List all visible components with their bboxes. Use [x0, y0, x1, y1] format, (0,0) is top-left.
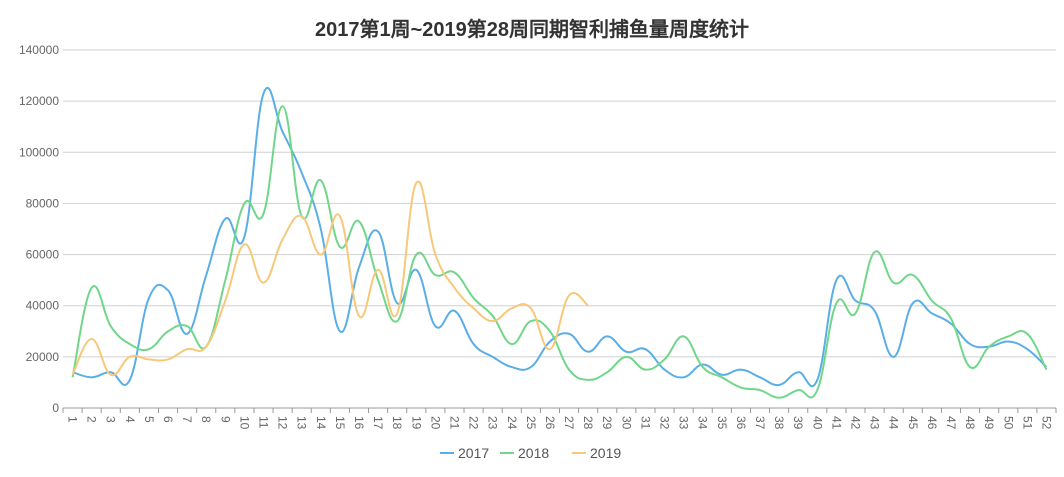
x-tick-label: 30 — [619, 416, 633, 430]
x-tick-label: 47 — [944, 416, 958, 430]
x-tick-label: 9 — [218, 416, 232, 423]
series-lines — [71, 86, 1048, 399]
y-tick-label: 140000 — [19, 43, 59, 57]
x-tick-label: 7 — [180, 416, 194, 423]
series-line-2018 — [71, 105, 1048, 399]
x-tick-label: 13 — [295, 416, 309, 430]
x-tick-label: 37 — [753, 416, 767, 430]
x-tick-label: 20 — [428, 416, 442, 430]
x-tick-label: 6 — [161, 416, 175, 423]
legend-label: 2019 — [590, 445, 621, 461]
x-tick-label: 52 — [1039, 416, 1053, 430]
x-tick-label: 48 — [963, 416, 977, 430]
x-tick-label: 23 — [486, 416, 500, 430]
x-tick-label: 33 — [677, 416, 691, 430]
x-tick-label: 5 — [142, 416, 156, 423]
legend-item-2017: 2017 — [440, 445, 489, 461]
legend-label: 2017 — [458, 445, 489, 461]
x-tick-label: 35 — [715, 416, 729, 430]
x-tick-label: 36 — [734, 416, 748, 430]
y-tick-label: 120000 — [19, 94, 59, 108]
legend-label: 2018 — [518, 445, 549, 461]
grid — [63, 49, 1056, 358]
x-tick-label: 19 — [409, 416, 423, 430]
x-tick-label: 4 — [123, 416, 137, 423]
y-tick-label: 100000 — [19, 145, 59, 159]
x-tick-label: 22 — [467, 416, 481, 430]
x-tick-label: 51 — [1020, 416, 1034, 430]
x-tick-label: 46 — [925, 416, 939, 430]
x-tick-label: 29 — [600, 416, 614, 430]
legend-item-2018: 2018 — [500, 445, 549, 461]
x-tick-label: 43 — [868, 416, 882, 430]
x-tick-label: 27 — [562, 416, 576, 430]
y-tick-label: 0 — [52, 401, 59, 415]
x-tick-label: 26 — [543, 416, 557, 430]
x-tick-label: 15 — [333, 416, 347, 430]
x-tick-label: 18 — [390, 416, 404, 430]
x-tick-label: 42 — [848, 416, 862, 430]
x-tick-label: 44 — [887, 416, 901, 430]
x-tick-label: 12 — [276, 416, 290, 430]
x-tick-label: 17 — [371, 416, 385, 430]
x-tick-label: 1 — [66, 416, 80, 423]
x-tick-label: 50 — [1001, 416, 1015, 430]
x-tick-label: 8 — [199, 416, 213, 423]
x-tick-label: 25 — [524, 416, 538, 430]
x-tick-label: 24 — [505, 416, 519, 430]
x-axis: 1 2 3 4 5 6 7 8 9 10 11 12 13 14 15 16 17 18 19 20 21 22 23 24 2… — [62, 407, 1057, 430]
x-tick-label: 39 — [791, 416, 805, 430]
x-tick-label: 38 — [772, 416, 786, 430]
x-tick-label: 31 — [638, 416, 652, 430]
y-axis: 0 20000 40000 60000 80000 100000 120000 140000 — [19, 43, 59, 415]
x-tick-label: 2 — [85, 416, 99, 423]
y-tick-label: 40000 — [26, 299, 60, 313]
x-tick-label: 34 — [696, 416, 710, 430]
series-line-2017 — [72, 86, 1048, 388]
chart-title: 2017第1周~2019第28周同期智利捕鱼量周度统计 — [315, 17, 749, 41]
x-tick-label: 32 — [658, 416, 672, 430]
x-tick-label: 3 — [104, 416, 118, 423]
x-tick-label: 28 — [581, 416, 595, 430]
x-tick-label: 14 — [314, 416, 328, 430]
series-line-2019 — [71, 180, 589, 377]
x-tick-label: 11 — [257, 416, 271, 429]
legend: 2017 2018 2019 — [440, 445, 621, 461]
y-tick-label: 20000 — [26, 350, 60, 364]
legend-item-2019: 2019 — [572, 445, 621, 461]
x-tick-label: 49 — [982, 416, 996, 430]
x-tick-label: 40 — [810, 416, 824, 430]
y-tick-label: 60000 — [26, 248, 60, 262]
x-tick-label: 41 — [829, 416, 843, 430]
x-tick-label: 16 — [352, 416, 366, 430]
y-tick-label: 80000 — [26, 196, 60, 210]
x-tick-label: 10 — [237, 416, 251, 430]
x-tick-label: 21 — [447, 416, 461, 430]
x-tick-label: 45 — [906, 416, 920, 430]
